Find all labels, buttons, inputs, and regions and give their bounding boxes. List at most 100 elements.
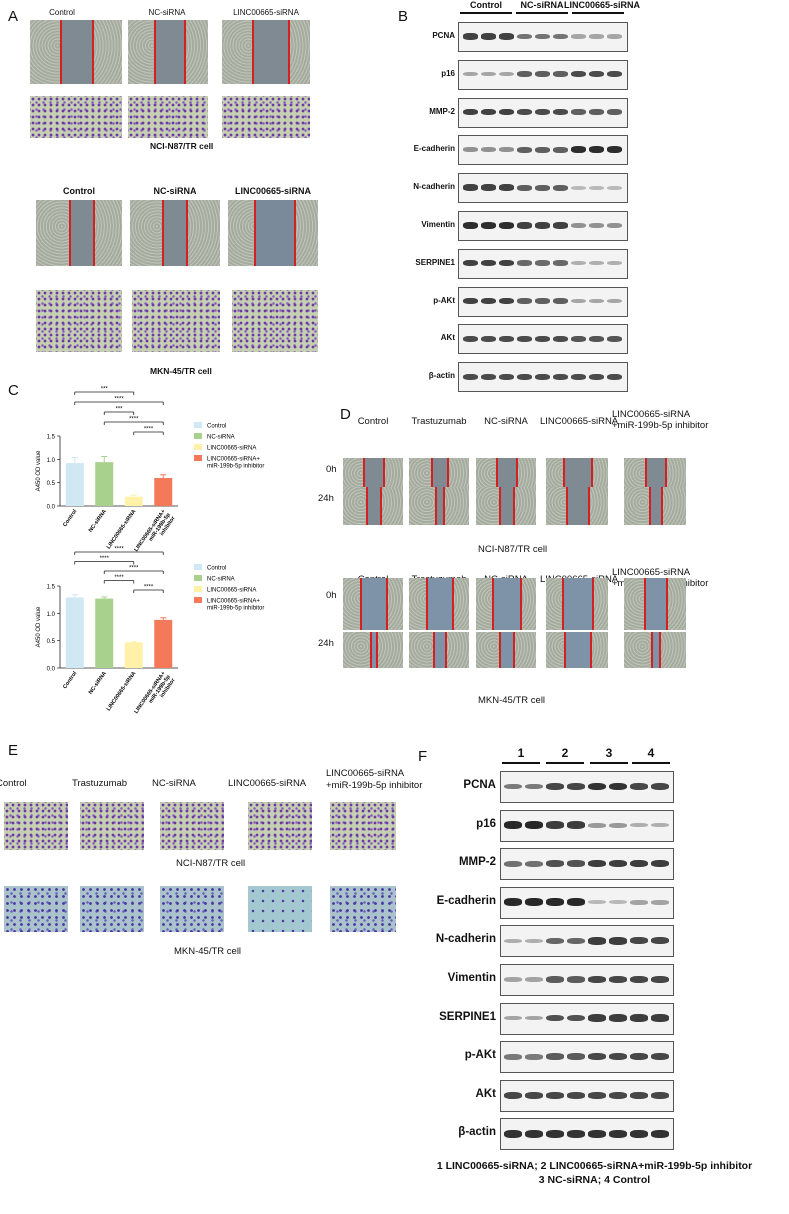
- panel-a-transwell-linc-n87: [222, 96, 310, 138]
- panel-d-wound-gap: [499, 487, 513, 525]
- panel-b-group-label: LINC00665-siRNA: [564, 0, 641, 10]
- panel-f-band: [567, 1014, 585, 1022]
- panel-f-protein-label: N-cadherin: [435, 933, 496, 946]
- panel-b-protein-label: p-AKt: [433, 295, 455, 305]
- panel-d-wound-gap: [363, 458, 383, 496]
- panel-f-group-number: 3: [605, 746, 613, 760]
- x-tick-label: LINC00665-siRNA: [106, 671, 138, 713]
- panel-b-band: [553, 260, 568, 267]
- panel-d-wound-image: [343, 578, 403, 630]
- panel-b-band: [535, 108, 550, 116]
- panel-f-band: [609, 822, 627, 828]
- panel-a-wound-nc-mkn: [130, 200, 220, 266]
- panel-f-protein-label: PCNA: [463, 779, 496, 791]
- panel-f-band: [525, 821, 543, 829]
- panel-b-band: [571, 146, 586, 154]
- panel-f-band: [546, 821, 564, 829]
- panel-b-band: [463, 260, 478, 267]
- panel-b-blot-strip: [458, 173, 628, 204]
- legend-swatch: [194, 422, 202, 428]
- legend-swatch: [194, 575, 202, 581]
- panel-a-transwell-nc-n87: [128, 96, 208, 138]
- panel-b-band: [517, 260, 532, 267]
- panel-b-group-underline: [516, 12, 568, 14]
- panel-d-wound-edge: [520, 578, 522, 630]
- panel-d-wound-edge: [430, 458, 433, 496]
- panel-d-wound-edge: [660, 487, 663, 525]
- panel-b-band: [463, 373, 478, 380]
- panel-f-band: [546, 1014, 564, 1022]
- panel-a-transwell-nc-mkn: [132, 290, 220, 352]
- panel-b-band: [499, 222, 514, 229]
- panel-f-band: [525, 898, 543, 907]
- panel-b-band: [535, 71, 550, 78]
- significance-label: ****: [144, 585, 154, 591]
- panel-d-wound-edge: [565, 487, 568, 525]
- panel-d-wound-edge: [589, 632, 592, 668]
- panel-a-caption-n87: NCI-N87/TR cell: [150, 141, 214, 151]
- panel-b-band: [463, 72, 478, 77]
- y-tick-label: 1.5: [47, 435, 56, 441]
- panel-f-group-underline: [632, 762, 670, 764]
- legend-label: LINC00665-siRNA+ miR-199b-5p inhibitor: [207, 457, 264, 470]
- panel-b-blot-strip: [458, 286, 628, 317]
- panel-b-band: [589, 185, 604, 190]
- panel-b-band: [463, 297, 478, 305]
- panel-d-wound-edge: [659, 632, 662, 668]
- panel-f-band: [630, 899, 648, 905]
- panel-f-blot-strip: [500, 809, 674, 842]
- panel-f-band: [630, 976, 648, 983]
- panel-b-band: [517, 184, 532, 191]
- y-tick-label: 1.5: [47, 585, 56, 591]
- panel-d-header: LINC00665-siRNA: [612, 567, 691, 578]
- y-tick-label: 0.5: [47, 639, 56, 645]
- panel-f-group-underline: [590, 762, 628, 764]
- panel-f-band: [651, 1053, 669, 1061]
- panel-f-band: [567, 860, 585, 868]
- panel-b-band: [589, 373, 604, 380]
- panel-d-wound-edge: [499, 487, 501, 525]
- y-tick-label: 0.0: [47, 667, 56, 673]
- x-tick-label: Control: [62, 670, 78, 690]
- panel-f-band: [504, 821, 522, 829]
- panel-f-band: [609, 860, 627, 868]
- panel-b-band: [481, 72, 496, 77]
- panel-b-band: [535, 373, 550, 380]
- panel-d-wound-gap: [434, 487, 444, 525]
- panel-e-transwell-mkn: [330, 886, 396, 932]
- panel-e-header: +miR-199b-5p inhibitor: [326, 780, 423, 791]
- panel-d-wound-image: [624, 487, 686, 525]
- legend-swatch: [194, 433, 202, 439]
- legend-label: Control: [207, 424, 226, 430]
- panel-d-header: LINC00665-siRNA: [540, 416, 619, 427]
- panel-d-wound-gap: [565, 487, 589, 525]
- panel-d-caption-mkn: MKN-45/TR cell: [478, 695, 546, 706]
- panel-b-group-underline: [460, 12, 512, 14]
- panel-d-header: Trastuzumab: [411, 416, 467, 427]
- panel-d-wound-image: [546, 487, 608, 525]
- panel-b-band: [517, 146, 532, 153]
- panel-b-band: [571, 34, 586, 39]
- panel-b-band: [535, 335, 550, 342]
- panel-label-f: F: [418, 748, 428, 765]
- panel-e-header: Trastuzumab: [72, 778, 128, 789]
- panel-f-band: [504, 977, 522, 982]
- x-tick-label: LINC00665-siRNA+miR-199b-5pinhibitor: [133, 670, 177, 714]
- panel-f-band: [567, 1091, 585, 1099]
- panel-f-band: [651, 976, 669, 983]
- panel-f-band: [630, 1053, 648, 1061]
- panel-b-protein-label: p16: [441, 68, 455, 78]
- panel-a-wound-linc-n87: [222, 20, 310, 84]
- panel-d-caption-n87: NCI-N87/TR cell: [478, 544, 548, 555]
- panel-d-wound-gap: [649, 487, 661, 525]
- panel-d-wound-edge: [375, 632, 378, 668]
- panel-f-band: [651, 1130, 669, 1138]
- panel-b-band: [535, 222, 550, 229]
- panel-f-band: [546, 937, 564, 945]
- panel-d-wound-edge: [363, 458, 366, 496]
- panel-b-group-underline: [572, 12, 624, 14]
- panel-f-band: [504, 860, 522, 867]
- panel-d-wound-edge: [645, 458, 648, 496]
- panel-d-wound-edge: [360, 578, 363, 630]
- panel-e-transwell-n87: [4, 802, 68, 850]
